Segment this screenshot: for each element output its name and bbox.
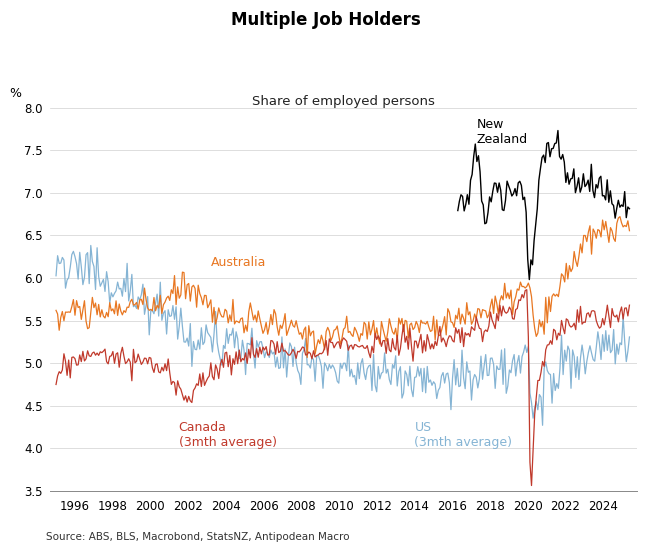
Text: Canada
(3mth average): Canada (3mth average) <box>179 421 276 449</box>
Text: %: % <box>9 87 22 100</box>
Text: Australia: Australia <box>211 257 266 270</box>
Title: Share of employed persons: Share of employed persons <box>252 95 435 108</box>
Text: US
(3mth average): US (3mth average) <box>415 421 512 449</box>
Text: New
Zealand: New Zealand <box>477 118 527 146</box>
Text: Source: ABS, BLS, Macrobond, StatsNZ, Antipodean Macro: Source: ABS, BLS, Macrobond, StatsNZ, An… <box>46 532 349 542</box>
Text: Multiple Job Holders: Multiple Job Holders <box>231 11 421 29</box>
